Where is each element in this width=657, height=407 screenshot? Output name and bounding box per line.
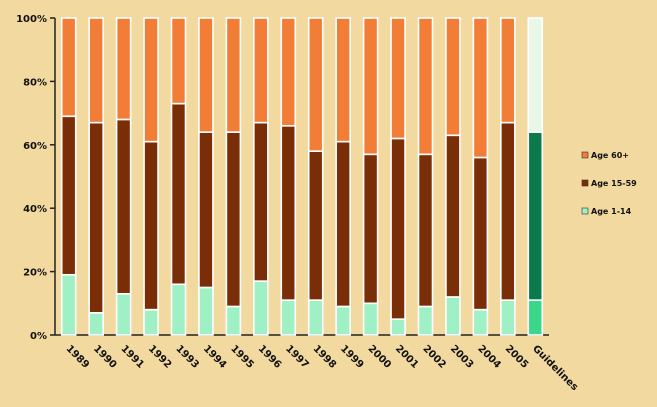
x-tick-label: 1993 bbox=[173, 343, 200, 370]
bar-segment bbox=[253, 280, 269, 336]
bar-segment bbox=[335, 17, 351, 143]
bar-segment bbox=[60, 273, 77, 336]
bar-segment bbox=[307, 150, 324, 301]
y-tick-label: 20% bbox=[23, 268, 47, 279]
x-tick-label: 1996 bbox=[256, 343, 283, 370]
bar-segment bbox=[307, 299, 324, 336]
x-tick-label: 2001 bbox=[393, 343, 420, 370]
bar-segment bbox=[88, 17, 104, 124]
bar-segment bbox=[445, 134, 461, 298]
y-tick-label: 60% bbox=[23, 141, 47, 152]
x-tick-label: 1992 bbox=[146, 343, 173, 370]
bar-segment bbox=[143, 17, 159, 143]
legend-label: Age 15-59 bbox=[591, 179, 637, 188]
bar-segment bbox=[198, 286, 214, 336]
bar-segment bbox=[472, 17, 489, 159]
x-tick-label: 1998 bbox=[311, 343, 338, 370]
bar-segment bbox=[472, 156, 489, 311]
bars bbox=[60, 17, 544, 336]
bar-segment bbox=[417, 305, 434, 336]
bar-segment bbox=[527, 131, 544, 301]
legend-swatch bbox=[581, 207, 589, 215]
bar-segment bbox=[527, 17, 544, 133]
x-tick-label: 2005 bbox=[503, 343, 530, 370]
x-tick-label: 2004 bbox=[475, 343, 502, 370]
bar-segment bbox=[500, 299, 516, 336]
bar-segment bbox=[280, 124, 297, 301]
bar-segment bbox=[115, 118, 132, 295]
x-tick-label: 2003 bbox=[448, 343, 475, 370]
bar-segment bbox=[253, 121, 269, 282]
bar-segment bbox=[390, 137, 406, 320]
legend-swatch bbox=[581, 179, 589, 187]
x-tick-label: 2000 bbox=[365, 343, 392, 370]
bar-segment bbox=[170, 17, 187, 105]
y-axis: 0% 20% 40% 60% 80% 100% bbox=[16, 14, 549, 342]
bar-segment bbox=[198, 17, 214, 133]
legend-label: Age 1-14 bbox=[591, 207, 632, 216]
x-tick-label: 2002 bbox=[420, 343, 447, 370]
bar-segment bbox=[307, 17, 324, 152]
bar-segment bbox=[143, 140, 159, 311]
bar-segment bbox=[335, 305, 351, 336]
bar-segment bbox=[198, 131, 214, 289]
bar-segment bbox=[417, 153, 434, 308]
bar-segment bbox=[115, 292, 132, 336]
bar-segment bbox=[335, 140, 351, 308]
y-tick-label: 40% bbox=[23, 204, 47, 215]
x-tick-label: 1994 bbox=[201, 343, 228, 370]
bar-segment bbox=[88, 312, 104, 336]
x-tick-label: 1997 bbox=[283, 343, 310, 370]
bar-segment bbox=[445, 296, 461, 336]
bar-segment bbox=[527, 299, 544, 336]
bar-segment bbox=[280, 299, 297, 336]
bar-segment bbox=[445, 17, 461, 137]
x-tick-label: 1989 bbox=[64, 343, 91, 370]
bar-segment bbox=[280, 17, 297, 127]
bar-segment bbox=[390, 318, 406, 336]
y-tick-label: 100% bbox=[16, 14, 47, 25]
x-axis-labels: 1989 1990 1991 1992 1993 1994 1995 1996 1997 1998… bbox=[64, 343, 580, 393]
bar-segment bbox=[225, 131, 242, 308]
bar-segment bbox=[362, 302, 379, 336]
legend-label: Age 60+ bbox=[591, 151, 629, 160]
bar-segment bbox=[170, 283, 187, 336]
bar-segment bbox=[60, 115, 77, 276]
bar-segment bbox=[115, 17, 132, 121]
y-tick-label: 80% bbox=[23, 77, 47, 88]
x-tick-label: 1995 bbox=[228, 343, 255, 370]
bar-segment bbox=[253, 17, 269, 124]
y-tick-label: 0% bbox=[30, 331, 47, 342]
bar-segment bbox=[500, 121, 516, 301]
bar-segment bbox=[60, 17, 77, 118]
legend: Age 60+ Age 15-59 Age 1-14 bbox=[581, 151, 637, 216]
x-tick-label: 1999 bbox=[338, 343, 365, 370]
bar-segment bbox=[143, 308, 159, 336]
bar-segment bbox=[362, 17, 379, 156]
bar-segment bbox=[170, 102, 187, 286]
bar-segment bbox=[390, 17, 406, 140]
bar-segment bbox=[417, 17, 434, 156]
bar-segment bbox=[225, 305, 242, 336]
bar-segment bbox=[362, 153, 379, 305]
legend-swatch bbox=[581, 151, 589, 159]
bar-segment bbox=[225, 17, 242, 133]
bar-segment bbox=[88, 121, 104, 314]
bar-segment bbox=[500, 17, 516, 124]
x-tick-label: 1991 bbox=[118, 343, 145, 370]
x-tick-label: 1990 bbox=[91, 343, 118, 370]
bar-segment bbox=[472, 308, 489, 336]
x-tick-label: Guidelines bbox=[530, 343, 580, 393]
